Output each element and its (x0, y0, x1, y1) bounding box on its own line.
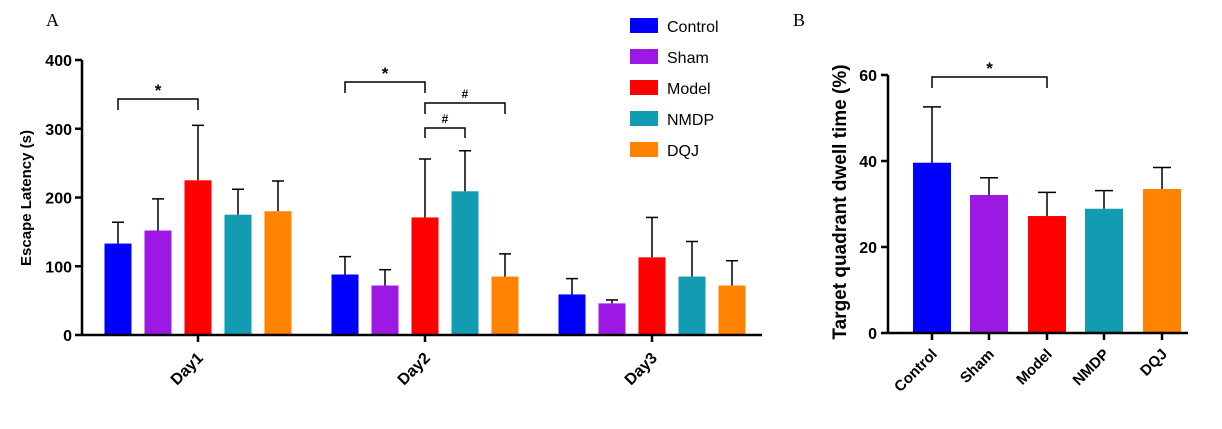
bar-model-day1 (184, 180, 212, 335)
y-tick-label: 100 (45, 259, 72, 276)
legend-label-nmdp: NMDP (667, 112, 714, 129)
panel-b-label: B (793, 10, 805, 30)
bar-nmdp-day3 (678, 276, 706, 335)
legend-label-sham: Sham (667, 50, 709, 67)
bar-dqj-day2 (491, 276, 519, 335)
bar-control (913, 162, 951, 333)
significance-bracket (344, 81, 426, 93)
y-tick-label: 60 (859, 68, 877, 85)
x-tick-label-day1: Day1 (168, 350, 207, 389)
legend-label-model: Model (667, 81, 711, 98)
legend-swatch-nmdp (630, 111, 658, 126)
bar-model (1028, 216, 1066, 333)
legend-swatch-sham (630, 49, 658, 64)
significance-star: * (382, 64, 389, 83)
significance-star: * (155, 81, 162, 100)
y-axis-title: Escape Latency (s) (18, 130, 35, 266)
y-tick-label: 300 (45, 122, 72, 139)
y-axis-title: Target quadrant dwell time (%) (830, 64, 851, 339)
legend-label-dqj: DQJ (667, 143, 699, 160)
x-tick-label-day2: Day2 (395, 350, 434, 389)
x-tick-label-model: Model (1013, 346, 1056, 389)
bar-dqj-day3 (718, 285, 746, 335)
significance-bracket (117, 98, 199, 110)
legend-swatch-dqj (630, 142, 658, 157)
y-tick-label: 200 (45, 191, 72, 208)
y-tick-label: 0 (868, 326, 877, 343)
x-tick-label-day3: Day3 (622, 350, 661, 389)
y-tick-label: 40 (859, 154, 877, 171)
y-tick-label: 0 (63, 328, 72, 345)
x-tick-label-nmdp: NMDP (1070, 346, 1113, 389)
bar-dqj (1143, 188, 1181, 333)
bar-control-day3 (558, 294, 586, 335)
legend-swatch-model (630, 80, 658, 95)
panel-b: B 0 20 40 60 Control Sham Model NMDP DQJ Target qu… (793, 10, 1188, 396)
significance-hash: # (462, 87, 469, 101)
bar-control-day2 (331, 274, 359, 335)
bar-nmdp-day2 (451, 191, 479, 335)
panel-a-label: A (46, 10, 59, 30)
bar-sham (970, 194, 1008, 333)
bar-sham-day3 (598, 303, 626, 335)
legend-swatch-control (630, 18, 658, 33)
bar-model-day2 (411, 217, 439, 335)
bar-sham-day2 (371, 285, 399, 335)
bar-model-day3 (638, 257, 666, 335)
bar-dqj-day1 (264, 211, 292, 335)
y-tick-label: 20 (859, 240, 877, 257)
significance-bracket (931, 76, 1048, 88)
bar-control-day1 (104, 243, 132, 335)
significance-bracket (424, 102, 506, 114)
x-tick-label-dqj: DQJ (1137, 346, 1171, 380)
bar-nmdp-day1 (224, 214, 252, 335)
significance-hash: # (442, 112, 449, 126)
significance-bracket (424, 127, 466, 138)
bar-nmdp (1085, 208, 1123, 333)
x-tick-label-sham: Sham (957, 346, 998, 387)
y-tick-label: 400 (45, 53, 72, 70)
significance-star: * (986, 59, 993, 78)
panel-a: A 0 100 200 300 400 Day1 Day2 Day3 Escape Latency… (18, 10, 762, 389)
bar-sham-day1 (144, 230, 172, 335)
legend-label-control: Control (667, 19, 719, 36)
x-tick-label-control: Control (891, 346, 941, 396)
